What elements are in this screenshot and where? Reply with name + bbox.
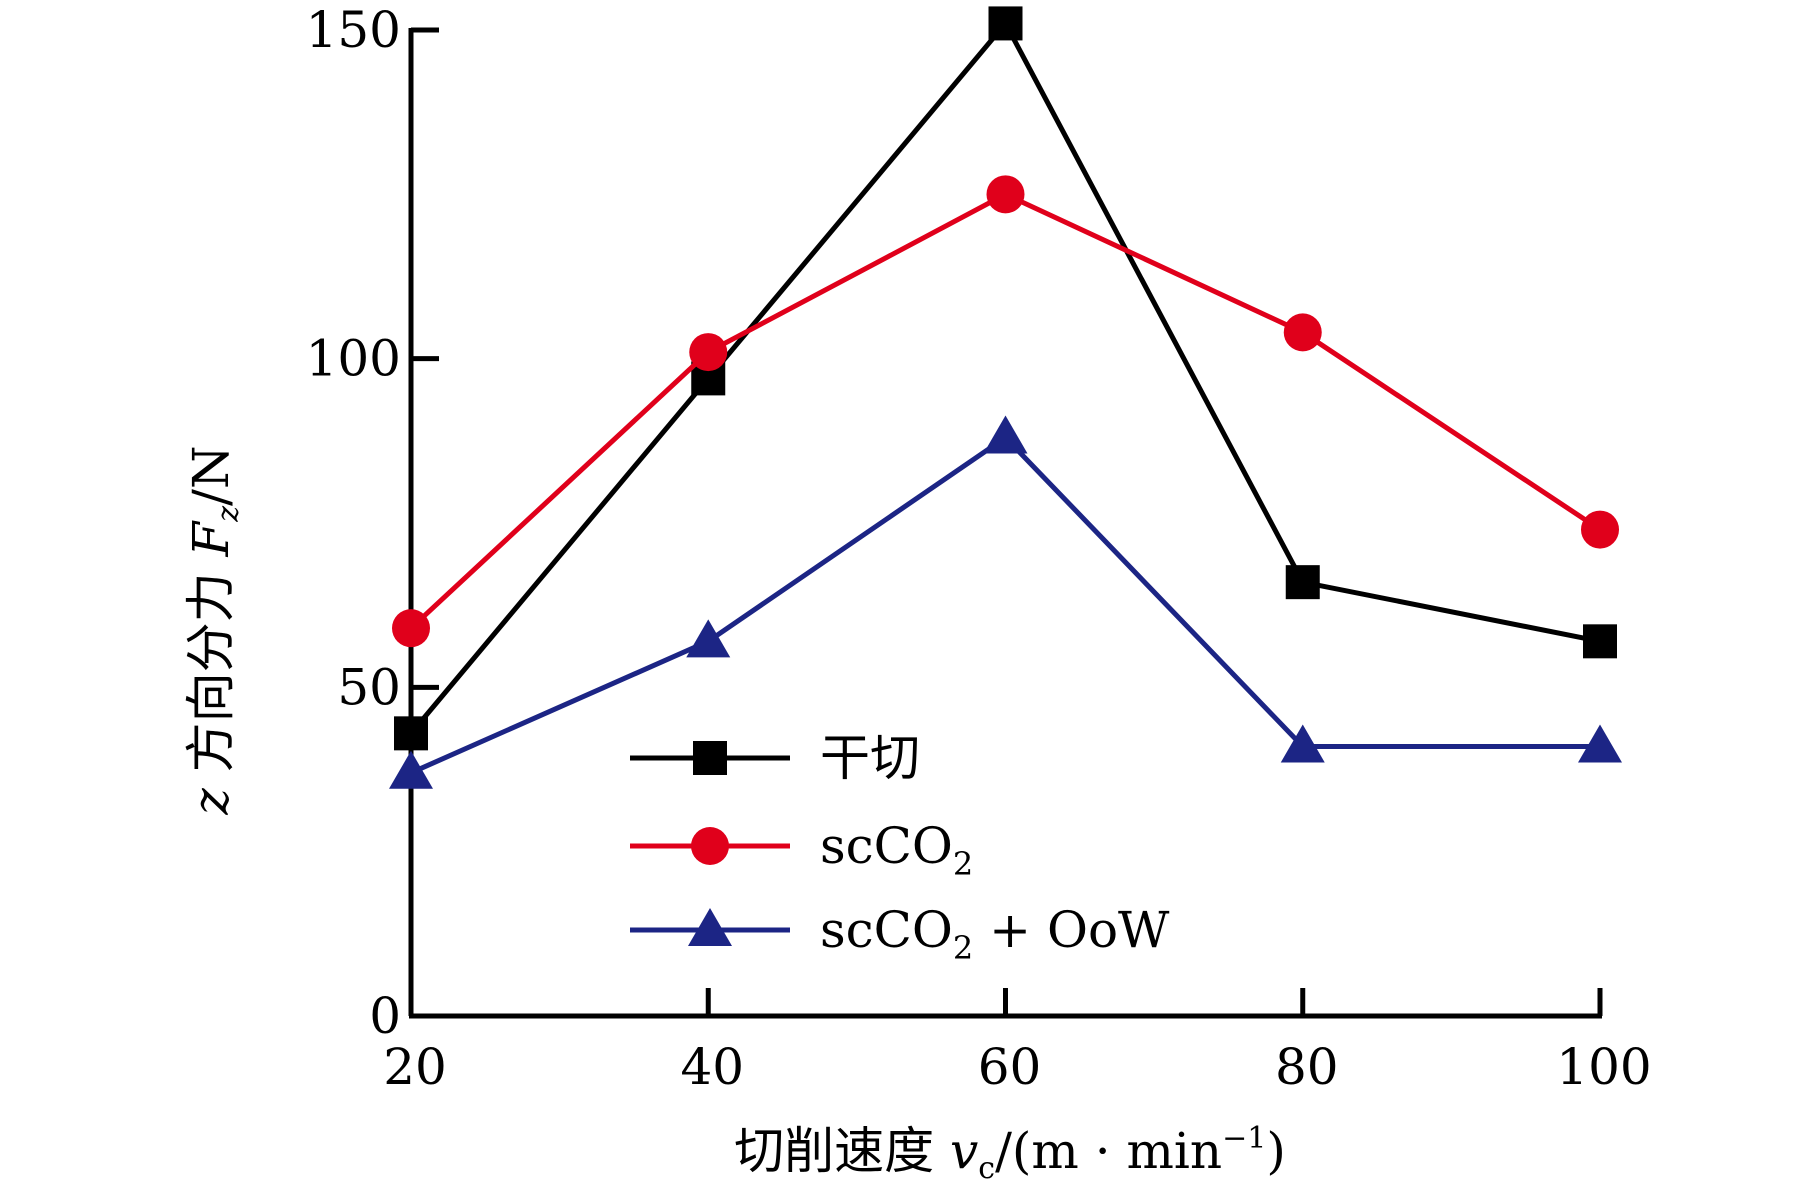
legend-label-main: 干切	[820, 729, 920, 787]
x-tick-label: 60	[978, 1038, 1042, 1096]
x-tick-label: 20	[383, 1038, 447, 1096]
data-point	[1578, 724, 1622, 763]
series-layer	[389, 6, 1622, 789]
y-axis-title-sub: z	[211, 506, 246, 523]
data-point	[1285, 565, 1320, 600]
data-point	[389, 750, 433, 789]
data-point	[1583, 624, 1617, 659]
data-point	[686, 619, 731, 658]
data-point	[1283, 313, 1322, 352]
data-point	[689, 333, 728, 372]
data-point	[1581, 510, 1619, 549]
legend-marker	[691, 827, 729, 865]
axes: 0 50 100 150 20 40 60 80 100	[306, 1, 1652, 1096]
y-axis-title-var: F	[182, 519, 240, 557]
legend-label: scCO2 + OoW	[820, 901, 1170, 967]
legend-label-main: scCO	[820, 901, 953, 959]
y-tick-label: 150	[306, 1, 401, 59]
series-0	[394, 6, 1617, 751]
legend-label-rest: + OoW	[973, 901, 1170, 959]
x-tick-label: 80	[1275, 1038, 1339, 1096]
series-line	[409, 18, 1601, 735]
data-point	[986, 175, 1025, 214]
legend-marker	[688, 908, 732, 946]
data-point	[988, 6, 1023, 41]
y-tick-label: 50	[337, 658, 401, 716]
x-axis-title: 切削速度 vc/(m · min−1)	[734, 1121, 1286, 1186]
data-point	[392, 609, 430, 648]
x-axis-title-unit-open: /(m · min	[995, 1122, 1222, 1180]
series-1	[392, 175, 1619, 648]
series-2	[389, 415, 1622, 789]
x-axis-title-main: 切削速度	[734, 1122, 950, 1180]
y-axis-title-main: 方向分力	[182, 556, 240, 788]
x-tick-label: 100	[1556, 1038, 1651, 1096]
y-tick-label: 100	[306, 330, 401, 388]
legend-marker	[693, 741, 727, 775]
data-point	[983, 415, 1028, 454]
y-axis-title-unit: /N	[182, 445, 240, 506]
y-axis-title: z 方向分力 Fz/N	[182, 445, 246, 815]
x-axis-title-unit-close: )	[1266, 1122, 1286, 1180]
data-point	[394, 716, 428, 751]
legend-label-sub: 2	[953, 929, 973, 967]
x-tick-label: 40	[680, 1038, 744, 1096]
x-axis-title-sub: c	[978, 1151, 995, 1186]
legend-label-sub: 2	[953, 845, 973, 883]
y-tick-label: 0	[369, 987, 401, 1045]
x-axis-title-sup: −1	[1222, 1121, 1266, 1156]
x-axis-title-var: v	[950, 1122, 978, 1180]
data-point	[1280, 724, 1325, 763]
legend-item-1: scCO2	[630, 817, 973, 883]
legend-label: 干切	[820, 729, 920, 787]
legend-label: scCO2	[820, 817, 973, 883]
legend-item-2: scCO2 + OoW	[630, 901, 1170, 967]
legend-label-main: scCO	[820, 817, 953, 875]
series-line	[409, 191, 1602, 631]
y-axis-title-z: z	[182, 788, 240, 816]
legend-item-0: 干切	[630, 729, 920, 787]
